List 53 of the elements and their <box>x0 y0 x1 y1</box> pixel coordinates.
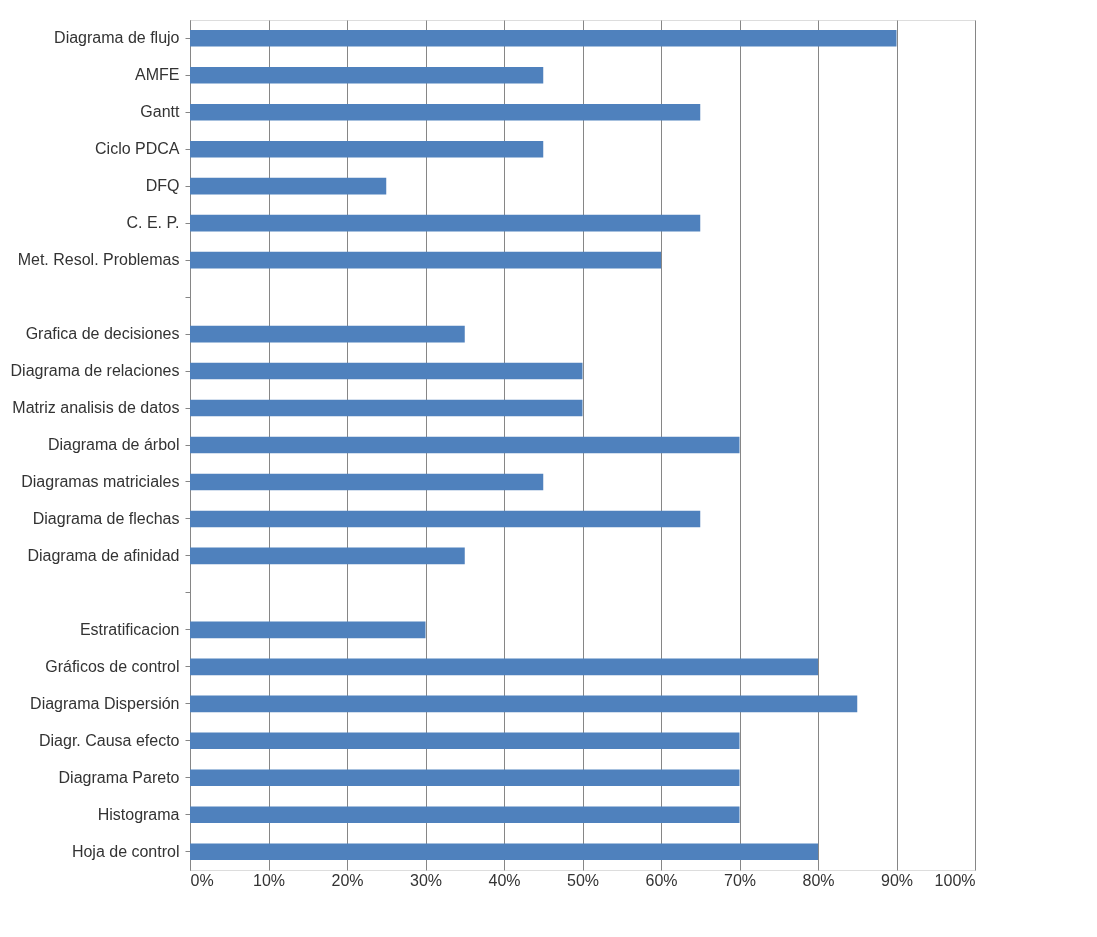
y-tick-label: Diagr. Causa efecto <box>38 731 180 749</box>
x-tick-label: 90% <box>880 871 914 889</box>
bar <box>190 436 740 454</box>
bar <box>190 140 544 158</box>
y-tick-label: Diagramas matriciales <box>21 472 180 490</box>
x-tick-label: 60% <box>645 871 678 889</box>
bar <box>190 473 544 491</box>
y-tick-label: Diagrama de relaciones <box>10 362 180 380</box>
x-tick-label: 40% <box>488 871 521 889</box>
bar <box>190 251 661 269</box>
x-tick-label: 50% <box>566 871 600 889</box>
bar <box>190 177 387 195</box>
x-tick-label: 30% <box>409 871 443 889</box>
bar <box>190 806 740 824</box>
y-tick-label: AMFE <box>135 66 180 84</box>
x-tick-label: 10% <box>252 871 286 889</box>
x-tick-label: 20% <box>331 871 364 889</box>
y-tick-label: Gráficos de control <box>45 657 180 675</box>
bar <box>190 769 740 787</box>
y-tick-label: Hoja de control <box>71 842 180 860</box>
y-tick-label: Diagrama Dispersión <box>30 694 180 712</box>
bar <box>190 510 701 528</box>
bar <box>190 732 740 750</box>
bar <box>190 214 701 232</box>
y-tick-label: Estratificacion <box>79 620 180 638</box>
y-tick-label: Diagrama de árbol <box>47 436 180 453</box>
y-tick-label: Met. Resol. Problemas <box>17 251 180 269</box>
bar <box>190 621 426 639</box>
y-tick-label: Histograma <box>97 805 180 823</box>
y-tick-label: Diagrama Pareto <box>58 768 180 786</box>
y-tick-label: DFQ <box>145 177 180 195</box>
x-tick-label: 100% <box>934 871 976 889</box>
bar <box>190 362 583 380</box>
bar <box>190 658 818 676</box>
bar <box>190 29 897 47</box>
bar <box>190 325 465 343</box>
y-tick-label: Gantt <box>140 103 181 121</box>
y-tick-label: Grafica de decisiones <box>25 325 180 343</box>
bar <box>190 547 465 565</box>
bar <box>190 695 858 713</box>
y-tick-label: Matriz analisis de datos <box>12 399 180 417</box>
y-tick-label: Diagrama de flujo <box>54 29 180 47</box>
y-tick-label: Diagrama de afinidad <box>27 546 180 564</box>
bar <box>190 843 818 861</box>
y-tick-label: Ciclo PDCA <box>95 140 180 158</box>
y-tick-label: C. E. P. <box>126 214 180 232</box>
x-tick-label: 70% <box>723 871 757 889</box>
x-tick-label: 80% <box>802 871 835 889</box>
bar <box>190 66 544 84</box>
bar <box>190 399 583 417</box>
bar <box>190 103 701 121</box>
x-tick-label: 0% <box>190 871 214 889</box>
y-tick-label: Diagrama de flechas <box>32 509 180 527</box>
